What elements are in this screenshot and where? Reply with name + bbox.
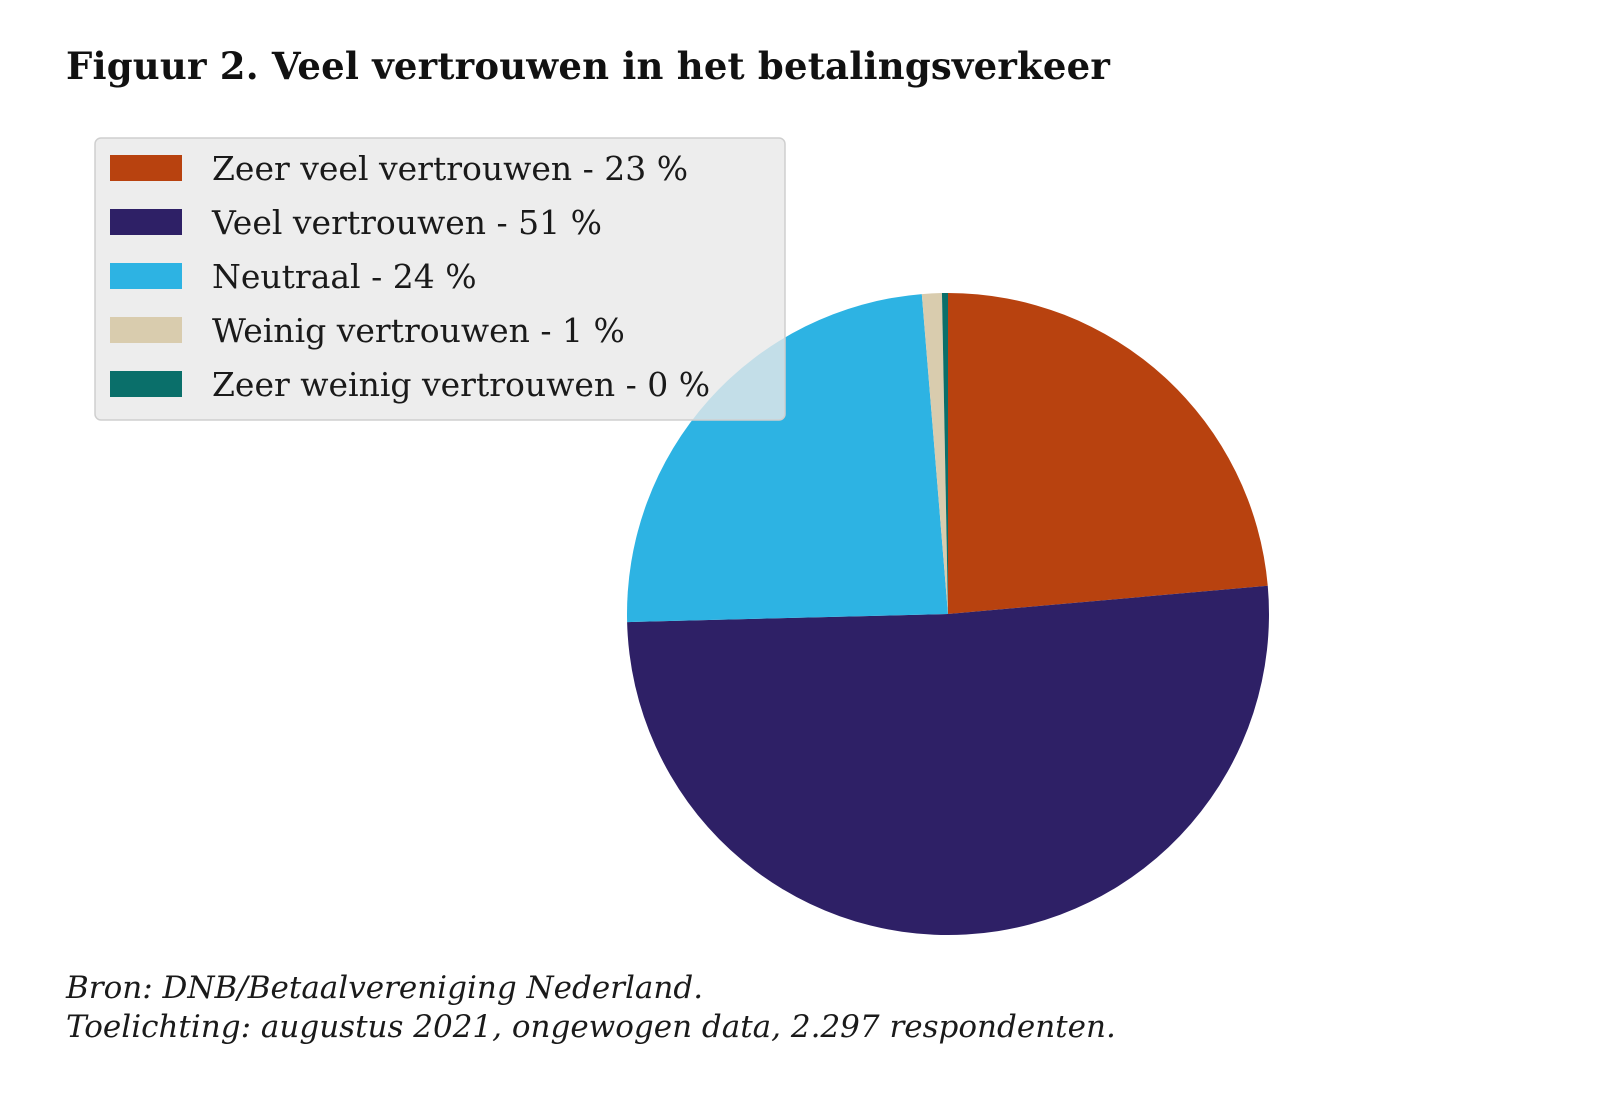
pie-slice-2 bbox=[627, 585, 1269, 936]
legend-label-4: Weinig vertrouwen - 1 % bbox=[212, 311, 625, 350]
chart-title: Figuur 2. Veel vertrouwen in het betalin… bbox=[66, 44, 1111, 88]
pie-slice-1 bbox=[948, 293, 1268, 614]
legend-label-3: Neutraal - 24 % bbox=[212, 257, 477, 296]
legend-label-5: Zeer weinig vertrouwen - 0 % bbox=[212, 365, 710, 404]
legend-swatch-5 bbox=[110, 371, 182, 397]
legend-swatch-3 bbox=[110, 263, 182, 289]
legend-label-2: Veel vertrouwen - 51 % bbox=[211, 203, 602, 242]
explanation-note: Toelichting: augustus 2021, ongewogen da… bbox=[66, 1009, 1116, 1045]
legend-entries: Zeer veel vertrouwen - 23 % Veel vertrouw… bbox=[110, 149, 710, 404]
legend-label-1: Zeer veel vertrouwen - 23 % bbox=[212, 149, 688, 188]
legend-swatch-4 bbox=[110, 317, 182, 343]
legend-box bbox=[94, 137, 786, 421]
source-note: Bron: DNB/Betaalvereniging Nederland. bbox=[66, 970, 704, 1006]
legend-swatch-2 bbox=[110, 209, 182, 235]
legend-swatch-1 bbox=[110, 155, 182, 181]
pie-slice-5 bbox=[941, 293, 948, 614]
pie-slice-4 bbox=[921, 293, 948, 614]
pie-slices bbox=[627, 293, 1269, 936]
legend: Zeer veel vertrouwen - 23 % Veel vertrouw… bbox=[94, 137, 786, 421]
pie-slice-3 bbox=[627, 294, 948, 623]
